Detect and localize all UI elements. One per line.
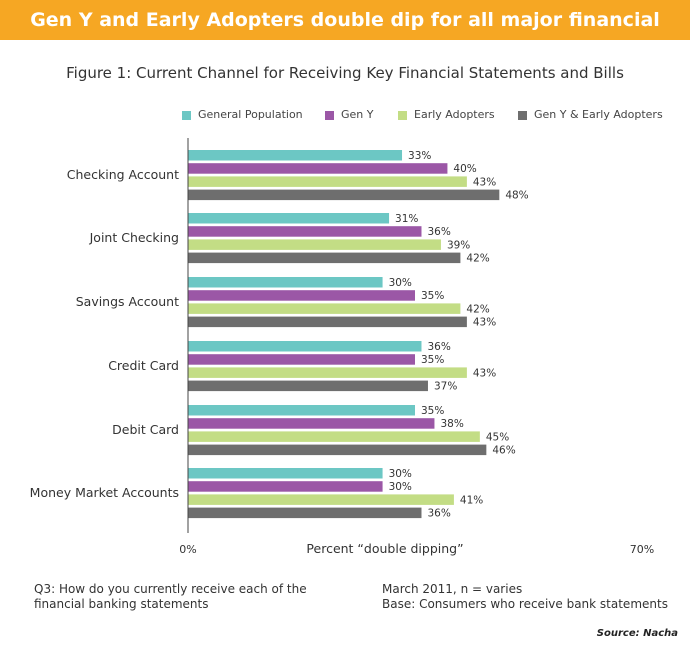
category-label: Debit Card xyxy=(112,422,179,437)
bar xyxy=(188,252,461,264)
data-label: 36% xyxy=(427,508,450,520)
legend-label: General Population xyxy=(198,108,303,121)
bar xyxy=(188,303,461,314)
bar xyxy=(188,481,383,492)
category-label: Credit Card xyxy=(108,358,179,373)
bar xyxy=(188,239,441,250)
data-label: 40% xyxy=(453,163,476,175)
data-label: 43% xyxy=(473,317,496,329)
bar xyxy=(188,468,383,479)
question-note: Q3: How do you currently receive each of… xyxy=(34,582,307,612)
data-label: 36% xyxy=(427,341,450,353)
base-line: Base: Consumers who receive bank stateme… xyxy=(382,597,668,611)
bar-chart: 33%40%43%48%Checking Account31%36%39%42%… xyxy=(30,138,654,556)
data-label: 35% xyxy=(421,405,444,417)
data-label: 43% xyxy=(473,367,496,379)
bar xyxy=(188,189,500,201)
data-label: 48% xyxy=(505,190,528,202)
banner-title: Gen Y and Early Adopters double dip for … xyxy=(0,0,690,71)
bar xyxy=(188,367,467,378)
data-label: 30% xyxy=(389,481,412,493)
data-label: 33% xyxy=(408,150,431,162)
bar xyxy=(188,341,422,352)
legend-swatch xyxy=(518,111,527,120)
data-label: 30% xyxy=(389,277,412,289)
data-label: 41% xyxy=(460,494,483,506)
category-label: Checking Account xyxy=(67,167,179,182)
chart-title: Figure 1: Current Channel for Receiving … xyxy=(66,64,624,82)
legend-swatch xyxy=(398,111,407,120)
bar xyxy=(188,431,480,442)
data-label: 45% xyxy=(486,431,509,443)
category-label: Money Market Accounts xyxy=(30,485,179,500)
question-line-1: Q3: How do you currently receive each of… xyxy=(34,582,307,596)
bar xyxy=(188,226,422,237)
bar xyxy=(188,494,454,505)
bar xyxy=(188,507,422,519)
category-label: Joint Checking xyxy=(89,230,179,245)
data-label: 36% xyxy=(427,226,450,238)
bar xyxy=(188,277,383,288)
bar xyxy=(188,316,467,328)
bar xyxy=(188,150,403,161)
question-line-2: financial banking statements xyxy=(34,597,209,611)
date-line: March 2011, n = varies xyxy=(382,582,523,596)
x-tick-label: 70% xyxy=(630,543,654,556)
data-label: 39% xyxy=(447,239,470,251)
data-label: 37% xyxy=(434,381,457,393)
data-label: 35% xyxy=(421,354,444,366)
legend-swatch xyxy=(325,111,334,120)
bar xyxy=(188,418,435,429)
bar xyxy=(188,444,487,456)
bar xyxy=(188,354,415,365)
legend-label: Early Adopters xyxy=(414,108,495,121)
legend-label: Gen Y & Early Adopters xyxy=(534,108,663,121)
data-label: 38% xyxy=(440,418,463,430)
data-label: 35% xyxy=(421,290,444,302)
legend-swatch xyxy=(182,111,191,120)
bar xyxy=(188,290,415,301)
data-label: 31% xyxy=(395,213,418,225)
bar xyxy=(188,176,467,187)
survey-note: March 2011, n = varies Base: Consumers w… xyxy=(382,582,668,612)
source-credit: Source: Nacha xyxy=(596,628,678,639)
data-label: 30% xyxy=(389,468,412,480)
category-label: Savings Account xyxy=(76,294,179,309)
bar xyxy=(188,405,415,416)
data-label: 42% xyxy=(466,303,489,315)
bar xyxy=(188,163,448,174)
x-tick-label: 0% xyxy=(179,543,196,556)
data-label: 42% xyxy=(466,253,489,265)
x-axis-title: Percent “double dipping” xyxy=(306,541,463,556)
data-label: 43% xyxy=(473,176,496,188)
bar xyxy=(188,213,390,224)
legend-label: Gen Y xyxy=(341,108,374,121)
data-label: 46% xyxy=(492,445,515,457)
bar xyxy=(188,380,428,392)
